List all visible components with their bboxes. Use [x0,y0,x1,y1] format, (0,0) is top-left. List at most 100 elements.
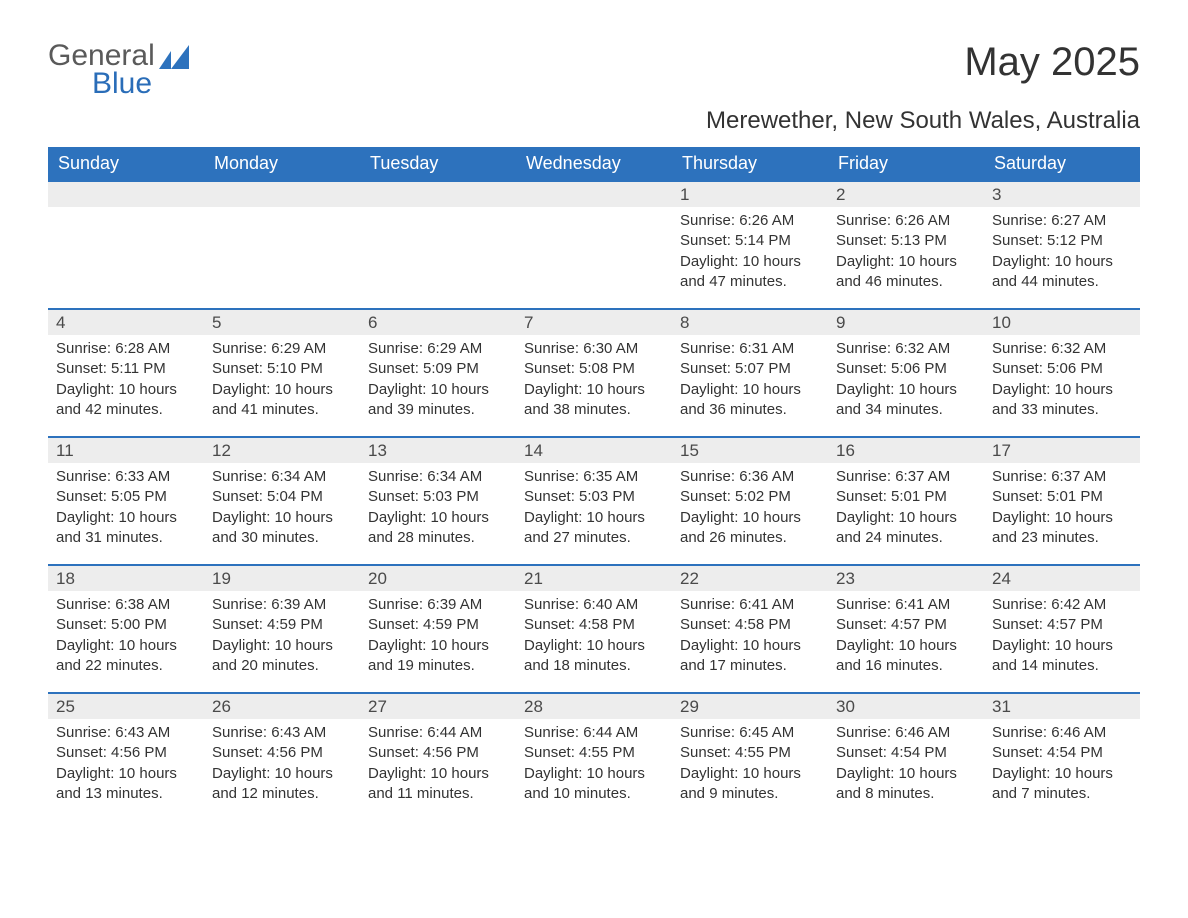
sunset-line: Sunset: 4:56 PM [368,743,508,763]
sunrise-line: Sunrise: 6:28 AM [56,339,196,359]
calendar-day-cell: 30Sunrise: 6:46 AMSunset: 4:54 PMDayligh… [828,692,984,820]
daylight-line: Daylight: 10 hours and 16 minutes. [836,636,976,677]
day-details: Sunrise: 6:35 AMSunset: 5:03 PMDaylight:… [516,463,672,556]
day-details: Sunrise: 6:43 AMSunset: 4:56 PMDaylight:… [204,719,360,812]
daylight-line: Daylight: 10 hours and 36 minutes. [680,380,820,421]
page-title: May 2025 [964,40,1140,85]
sunrise-line: Sunrise: 6:30 AM [524,339,664,359]
sunrise-line: Sunrise: 6:32 AM [836,339,976,359]
sunrise-line: Sunrise: 6:31 AM [680,339,820,359]
sunrise-line: Sunrise: 6:46 AM [992,723,1132,743]
daylight-line: Daylight: 10 hours and 42 minutes. [56,380,196,421]
sunset-line: Sunset: 5:10 PM [212,359,352,379]
day-number: 29 [672,694,828,719]
daylight-line: Daylight: 10 hours and 34 minutes. [836,380,976,421]
sunset-line: Sunset: 5:08 PM [524,359,664,379]
day-number: 18 [48,566,204,591]
day-number-empty [360,182,516,207]
sunset-line: Sunset: 5:09 PM [368,359,508,379]
calendar-day-cell: 3Sunrise: 6:27 AMSunset: 5:12 PMDaylight… [984,180,1140,308]
day-details: Sunrise: 6:46 AMSunset: 4:54 PMDaylight:… [984,719,1140,812]
sunrise-line: Sunrise: 6:42 AM [992,595,1132,615]
sunrise-line: Sunrise: 6:32 AM [992,339,1132,359]
calendar-day-cell: 23Sunrise: 6:41 AMSunset: 4:57 PMDayligh… [828,564,984,692]
daylight-line: Daylight: 10 hours and 33 minutes. [992,380,1132,421]
title-block: May 2025 [964,40,1140,85]
day-details: Sunrise: 6:36 AMSunset: 5:02 PMDaylight:… [672,463,828,556]
day-details: Sunrise: 6:43 AMSunset: 4:56 PMDaylight:… [48,719,204,812]
calendar-day-cell: 24Sunrise: 6:42 AMSunset: 4:57 PMDayligh… [984,564,1140,692]
calendar-day-cell: 4Sunrise: 6:28 AMSunset: 5:11 PMDaylight… [48,308,204,436]
logo: General Blue [48,40,195,99]
sunset-line: Sunset: 4:58 PM [524,615,664,635]
sunset-line: Sunset: 4:56 PM [56,743,196,763]
calendar-day-cell: 29Sunrise: 6:45 AMSunset: 4:55 PMDayligh… [672,692,828,820]
calendar-day-cell [48,180,204,308]
calendar-day-cell: 17Sunrise: 6:37 AMSunset: 5:01 PMDayligh… [984,436,1140,564]
sunrise-line: Sunrise: 6:34 AM [368,467,508,487]
weekday-header: Saturday [984,147,1140,180]
day-details: Sunrise: 6:44 AMSunset: 4:56 PMDaylight:… [360,719,516,812]
daylight-line: Daylight: 10 hours and 7 minutes. [992,764,1132,805]
daylight-line: Daylight: 10 hours and 9 minutes. [680,764,820,805]
sunset-line: Sunset: 5:11 PM [56,359,196,379]
sunrise-line: Sunrise: 6:26 AM [680,211,820,231]
sunrise-line: Sunrise: 6:27 AM [992,211,1132,231]
daylight-line: Daylight: 10 hours and 41 minutes. [212,380,352,421]
day-number-empty [48,182,204,207]
day-number: 30 [828,694,984,719]
calendar-day-cell: 27Sunrise: 6:44 AMSunset: 4:56 PMDayligh… [360,692,516,820]
day-number: 7 [516,310,672,335]
sunrise-line: Sunrise: 6:44 AM [368,723,508,743]
sunset-line: Sunset: 5:04 PM [212,487,352,507]
day-number: 10 [984,310,1140,335]
sunset-line: Sunset: 4:55 PM [524,743,664,763]
weekday-header: Sunday [48,147,204,180]
day-details: Sunrise: 6:41 AMSunset: 4:57 PMDaylight:… [828,591,984,684]
day-number-empty [204,182,360,207]
daylight-line: Daylight: 10 hours and 17 minutes. [680,636,820,677]
sunrise-line: Sunrise: 6:36 AM [680,467,820,487]
sunset-line: Sunset: 5:02 PM [680,487,820,507]
calendar-day-cell: 26Sunrise: 6:43 AMSunset: 4:56 PMDayligh… [204,692,360,820]
calendar-day-cell: 9Sunrise: 6:32 AMSunset: 5:06 PMDaylight… [828,308,984,436]
day-number: 24 [984,566,1140,591]
day-number: 9 [828,310,984,335]
day-details: Sunrise: 6:29 AMSunset: 5:10 PMDaylight:… [204,335,360,428]
daylight-line: Daylight: 10 hours and 11 minutes. [368,764,508,805]
sunrise-line: Sunrise: 6:26 AM [836,211,976,231]
day-details: Sunrise: 6:39 AMSunset: 4:59 PMDaylight:… [360,591,516,684]
sunset-line: Sunset: 5:05 PM [56,487,196,507]
calendar-day-cell: 22Sunrise: 6:41 AMSunset: 4:58 PMDayligh… [672,564,828,692]
calendar-day-cell: 13Sunrise: 6:34 AMSunset: 5:03 PMDayligh… [360,436,516,564]
daylight-line: Daylight: 10 hours and 47 minutes. [680,252,820,293]
day-number: 16 [828,438,984,463]
day-number: 3 [984,182,1140,207]
sunset-line: Sunset: 5:03 PM [524,487,664,507]
calendar-day-cell: 8Sunrise: 6:31 AMSunset: 5:07 PMDaylight… [672,308,828,436]
day-details: Sunrise: 6:30 AMSunset: 5:08 PMDaylight:… [516,335,672,428]
calendar-day-cell: 11Sunrise: 6:33 AMSunset: 5:05 PMDayligh… [48,436,204,564]
day-details: Sunrise: 6:32 AMSunset: 5:06 PMDaylight:… [984,335,1140,428]
calendar-day-cell [516,180,672,308]
daylight-line: Daylight: 10 hours and 14 minutes. [992,636,1132,677]
day-details: Sunrise: 6:28 AMSunset: 5:11 PMDaylight:… [48,335,204,428]
calendar-week-row: 4Sunrise: 6:28 AMSunset: 5:11 PMDaylight… [48,308,1140,436]
weekday-header: Monday [204,147,360,180]
day-details: Sunrise: 6:46 AMSunset: 4:54 PMDaylight:… [828,719,984,812]
calendar-body: 1Sunrise: 6:26 AMSunset: 5:14 PMDaylight… [48,180,1140,820]
day-details: Sunrise: 6:45 AMSunset: 4:55 PMDaylight:… [672,719,828,812]
daylight-line: Daylight: 10 hours and 30 minutes. [212,508,352,549]
logo-text: General Blue [48,40,195,99]
day-details: Sunrise: 6:38 AMSunset: 5:00 PMDaylight:… [48,591,204,684]
daylight-line: Daylight: 10 hours and 13 minutes. [56,764,196,805]
calendar-day-cell [204,180,360,308]
daylight-line: Daylight: 10 hours and 12 minutes. [212,764,352,805]
weekday-header: Wednesday [516,147,672,180]
daylight-line: Daylight: 10 hours and 27 minutes. [524,508,664,549]
calendar-day-cell: 5Sunrise: 6:29 AMSunset: 5:10 PMDaylight… [204,308,360,436]
sunset-line: Sunset: 4:55 PM [680,743,820,763]
calendar-day-cell: 19Sunrise: 6:39 AMSunset: 4:59 PMDayligh… [204,564,360,692]
day-number: 25 [48,694,204,719]
sunrise-line: Sunrise: 6:35 AM [524,467,664,487]
